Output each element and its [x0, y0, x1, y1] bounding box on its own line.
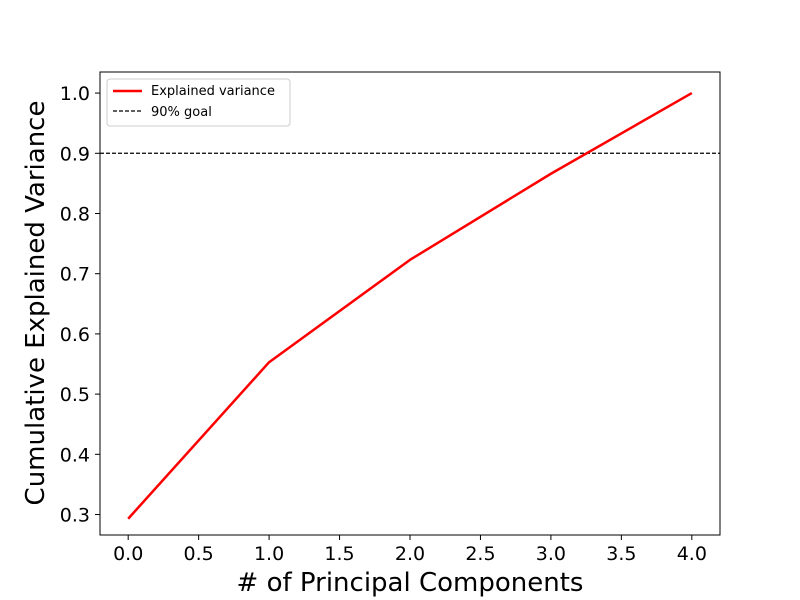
legend-label-explained-variance: Explained variance [151, 84, 275, 99]
y-tick-label: 0.7 [60, 264, 90, 286]
y-tick-label: 1.0 [60, 83, 90, 105]
y-tick-label: 0.4 [60, 444, 90, 466]
legend-box [106, 78, 291, 127]
y-tick-label: 0.8 [60, 203, 90, 225]
legend-label-90-goal: 90% goal [151, 105, 212, 120]
x-tick-label: 1.5 [324, 543, 354, 565]
y-axis-label: Cumulative Explained Variance [21, 101, 51, 506]
legend: Explained variance 90% goal [106, 78, 291, 127]
y-tick-label: 0.6 [60, 324, 90, 346]
x-axis-label: # of Principal Components [237, 568, 584, 598]
x-tick-label: 2.5 [465, 543, 495, 565]
y-tick-label: 0.9 [60, 143, 90, 165]
x-tick-label: 0.5 [184, 543, 214, 565]
x-tick-label: 0.0 [113, 543, 143, 565]
series-line-0 [127, 91, 693, 520]
y-axis-ticks: 0.3 0.4 0.5 0.6 0.7 0.8 0.9 1.0 [60, 83, 100, 527]
x-axis-ticks: 0.0 0.5 1.0 1.5 2.0 2.5 3.0 3.5 4.0 [113, 535, 707, 565]
x-tick-label: 2.0 [395, 543, 425, 565]
y-tick-label: 0.5 [60, 384, 90, 406]
x-tick-label: 1.0 [254, 543, 284, 565]
x-tick-label: 3.0 [536, 543, 566, 565]
y-tick-label: 0.3 [60, 505, 90, 527]
x-tick-label: 3.5 [606, 543, 636, 565]
x-tick-label: 4.0 [677, 543, 707, 565]
series-lines [127, 91, 693, 520]
